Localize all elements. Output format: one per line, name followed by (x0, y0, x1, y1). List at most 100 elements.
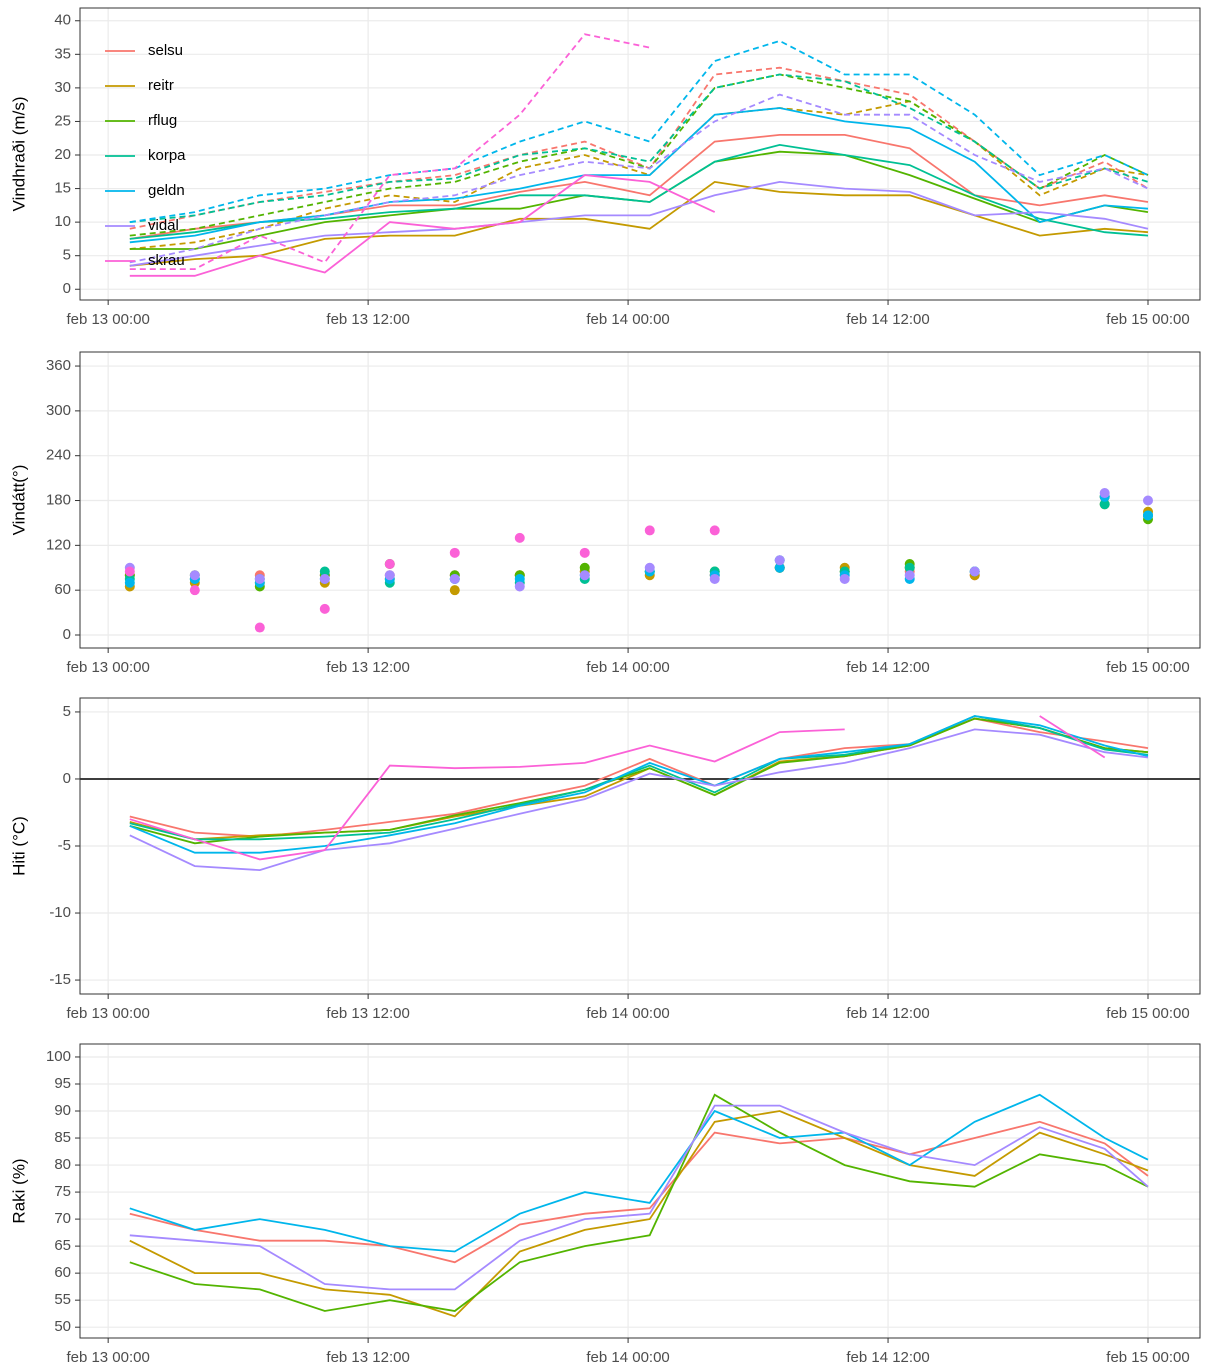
point (514, 573, 525, 584)
legend-label: selsu (148, 42, 183, 59)
point (969, 566, 980, 577)
point (254, 573, 265, 584)
series-line (129, 180, 1149, 267)
point (449, 547, 460, 558)
x-tick-label: feb 14 12:00 (846, 1349, 929, 1366)
x-tick-label: feb 13 00:00 (66, 659, 149, 676)
x-tick-label: feb 13 12:00 (326, 659, 409, 676)
y-axis-title: Raki (%) (9, 1158, 28, 1223)
series-line (129, 715, 1106, 861)
point (1099, 499, 1110, 510)
y-tick-label: 90 (54, 1102, 71, 1119)
point (514, 581, 525, 592)
x-tick-label: feb 14 00:00 (586, 1349, 669, 1366)
x-tick-label: feb 13 12:00 (326, 311, 409, 328)
series-line (129, 715, 1149, 854)
y-tick-label: 70 (54, 1210, 71, 1227)
series-line (129, 143, 1149, 240)
x-tick-label: feb 13 00:00 (66, 1005, 149, 1022)
plot-background (80, 1044, 1200, 1338)
y-tick-label: 240 (46, 447, 71, 464)
point (384, 559, 395, 570)
y-tick-label: 20 (54, 146, 71, 163)
x-tick-label: feb 13 00:00 (66, 1349, 149, 1366)
point (189, 585, 200, 596)
series-line (129, 1120, 1149, 1264)
series-line (129, 728, 1149, 872)
point (774, 555, 785, 566)
y-tick-label: 60 (54, 1264, 71, 1281)
y-tick-label: 80 (54, 1156, 71, 1173)
y-tick-label: 0 (63, 626, 71, 643)
y-tick-label: 35 (54, 45, 71, 62)
y-tick-label: 60 (54, 581, 71, 598)
point (579, 562, 590, 573)
legend-label: reitr (148, 77, 174, 94)
y-tick-label: -5 (58, 837, 71, 854)
y-tick-label: 120 (46, 536, 71, 553)
y-tick-label: 0 (63, 280, 71, 297)
point (1143, 510, 1154, 521)
y-tick-label: -15 (49, 971, 71, 988)
y-axis-title: Hiti (°C) (9, 816, 28, 876)
plot-border (79, 7, 1201, 301)
x-tick-label: feb 14 12:00 (846, 1005, 929, 1022)
point (124, 577, 135, 588)
series-line (129, 717, 1149, 838)
point (514, 532, 525, 543)
x-tick-label: feb 15 00:00 (1106, 1005, 1189, 1022)
point (644, 562, 655, 573)
legend-label: skrau (148, 252, 185, 269)
series-line (129, 1110, 1149, 1318)
x-tick-label: feb 14 12:00 (846, 659, 929, 676)
point (709, 525, 720, 536)
point (124, 566, 135, 577)
point (579, 570, 590, 581)
point (709, 573, 720, 584)
point (449, 585, 460, 596)
y-tick-label: 55 (54, 1291, 71, 1308)
x-tick-label: feb 14 00:00 (586, 311, 669, 328)
point (579, 547, 590, 558)
y-tick-label: 15 (54, 180, 71, 197)
point (384, 570, 395, 581)
gust-line (129, 73, 1149, 223)
x-tick-label: feb 13 00:00 (66, 311, 149, 328)
point (904, 562, 915, 573)
point (189, 570, 200, 581)
y-tick-label: -10 (49, 904, 71, 921)
y-tick-label: 75 (54, 1183, 71, 1200)
x-tick-label: feb 14 00:00 (586, 659, 669, 676)
y-tick-label: 65 (54, 1237, 71, 1254)
plot-background (80, 8, 1200, 300)
y-tick-label: 10 (54, 213, 71, 230)
plot-border (79, 351, 1201, 649)
point (839, 573, 850, 584)
point (449, 573, 460, 584)
y-axis-title: Vindátt(°) (9, 465, 28, 536)
y-tick-label: 5 (63, 703, 71, 720)
x-tick-label: feb 15 00:00 (1106, 1349, 1189, 1366)
legend-label: korpa (148, 147, 186, 164)
series-line (129, 174, 716, 277)
plot-border (79, 1043, 1201, 1339)
point (319, 566, 330, 577)
y-tick-label: 180 (46, 491, 71, 508)
y-tick-label: 100 (46, 1048, 71, 1065)
series-line (129, 1104, 1149, 1291)
series-line (129, 107, 1149, 244)
x-tick-label: feb 14 00:00 (586, 1005, 669, 1022)
x-tick-label: feb 14 12:00 (846, 311, 929, 328)
point (904, 570, 915, 581)
x-tick-label: feb 13 12:00 (326, 1349, 409, 1366)
series-line (129, 1093, 1149, 1312)
series-line (129, 1093, 1149, 1253)
point (1099, 488, 1110, 499)
y-tick-label: 40 (54, 12, 71, 29)
legend-label: geldn (148, 182, 185, 199)
y-tick-label: 25 (54, 112, 71, 129)
x-tick-label: feb 13 12:00 (326, 1005, 409, 1022)
y-tick-label: 0 (63, 770, 71, 787)
point (254, 622, 265, 633)
gust-line (129, 93, 1149, 264)
